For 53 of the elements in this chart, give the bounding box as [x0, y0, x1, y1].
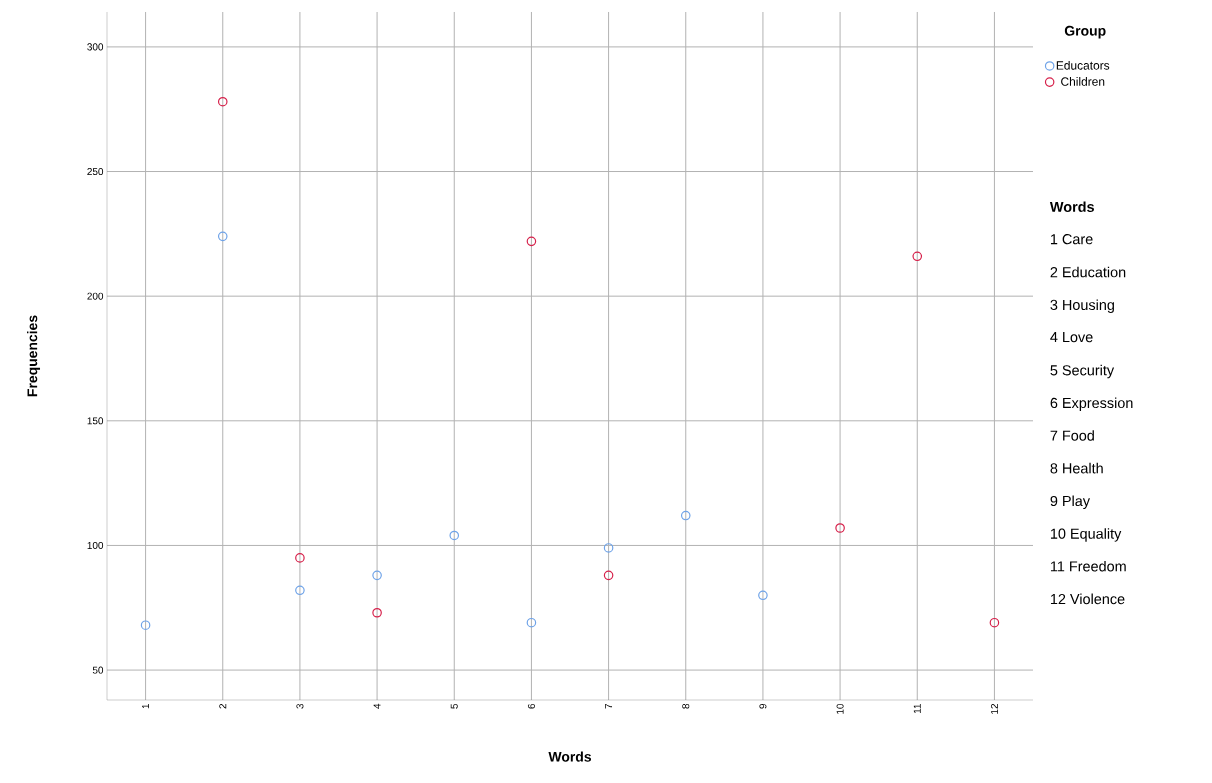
text: 1 Care	[1050, 234, 1093, 245]
point	[140, 620, 151, 631]
point	[526, 236, 537, 247]
y-tick-label: 250	[87, 168, 104, 176]
x-tick-label: 2	[219, 704, 227, 709]
point	[758, 590, 768, 601]
point	[603, 543, 614, 553]
point	[372, 570, 382, 581]
text: 7 Food	[1050, 430, 1094, 441]
text: 3 Housing	[1050, 299, 1114, 313]
x-tick-label: 6	[527, 703, 535, 709]
x-tick-label: 11	[913, 704, 921, 714]
text: 11 Freedom	[1050, 560, 1126, 572]
y-tick-label: 200	[87, 292, 104, 300]
text: 6 Expression	[1050, 397, 1133, 411]
x-tick-label: 8	[682, 703, 690, 709]
x-tick-label: 5	[450, 703, 458, 709]
text: 12 Violence	[1050, 593, 1125, 605]
y-tick-label: 50	[92, 666, 104, 674]
point	[989, 617, 1000, 628]
point	[449, 530, 460, 541]
text: 2 Education	[1050, 266, 1126, 278]
point	[835, 523, 845, 533]
point	[217, 96, 228, 107]
x-axis-title: Words	[548, 751, 592, 762]
x-tick-label: 3	[296, 703, 304, 709]
x-tick-label: 7	[605, 704, 613, 709]
x-tick-label: 12	[990, 704, 998, 714]
text: Words	[1049, 201, 1094, 212]
point	[912, 251, 923, 262]
text: 5 Security	[1050, 364, 1115, 379]
x-tick-label: 9	[759, 703, 767, 709]
text: 8 Health	[1050, 462, 1103, 474]
legend-label: Children	[1061, 77, 1105, 86]
text: 10 Equality	[1050, 528, 1122, 542]
point	[526, 617, 537, 628]
point	[295, 553, 305, 563]
point	[372, 607, 382, 618]
point	[680, 510, 691, 521]
y-tick-label: 150	[87, 417, 104, 425]
legend-label: Educators	[1056, 60, 1110, 70]
x-tick-label: 4	[373, 703, 381, 709]
y-tick-label: 100	[87, 541, 104, 549]
text: 4 Love	[1050, 332, 1093, 343]
x-tick-label: 1	[142, 704, 150, 709]
x-tick-label: 10	[836, 703, 844, 714]
legend-title: Group	[1064, 25, 1106, 39]
y-tick-label: 300	[87, 43, 104, 51]
y-axis-title: Frequencies	[27, 315, 41, 397]
text: 9 Play	[1050, 495, 1090, 509]
point	[295, 585, 305, 596]
point	[217, 231, 228, 242]
point	[603, 570, 614, 581]
